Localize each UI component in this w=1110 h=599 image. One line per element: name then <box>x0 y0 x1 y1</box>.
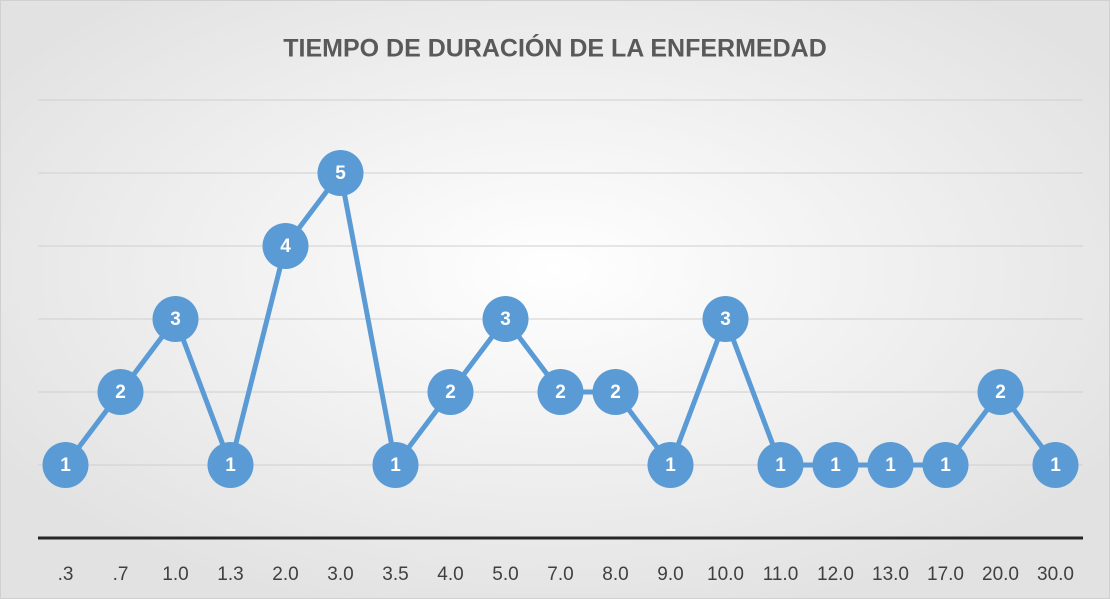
data-label: 1 <box>940 455 951 476</box>
marker <box>152 296 199 342</box>
data-label: 3 <box>720 309 731 330</box>
data-label: 2 <box>115 382 126 403</box>
x-tick-label: 2.0 <box>272 564 298 585</box>
marker <box>867 442 914 488</box>
marker <box>427 369 474 415</box>
x-tick-label: 5.0 <box>492 564 518 585</box>
x-tick-label: 30.0 <box>1037 564 1074 585</box>
marker <box>97 369 144 415</box>
data-label: 1 <box>885 455 896 476</box>
data-label: 2 <box>610 382 621 403</box>
data-label: 1 <box>225 455 236 476</box>
x-tick-label: 10.0 <box>707 564 744 585</box>
marker <box>482 296 529 342</box>
x-tick-label: 1.0 <box>162 564 188 585</box>
marker <box>42 442 89 488</box>
x-tick-label: 12.0 <box>817 564 854 585</box>
marker <box>207 442 254 488</box>
data-label: 1 <box>1050 455 1061 476</box>
x-tick-label: 11.0 <box>763 564 799 585</box>
data-label: 1 <box>390 455 401 476</box>
x-tick-label: 3.5 <box>382 564 408 585</box>
data-label: 2 <box>445 382 456 403</box>
x-tick-label: 7.0 <box>547 564 573 585</box>
x-tick-label: 4.0 <box>437 564 463 585</box>
marker <box>372 442 419 488</box>
marker <box>757 442 804 488</box>
x-tick-label: 13.0 <box>872 564 909 585</box>
data-label: 2 <box>995 382 1006 403</box>
data-label: 1 <box>60 455 71 476</box>
data-label: 1 <box>775 455 786 476</box>
marker <box>592 369 639 415</box>
data-label: 5 <box>335 163 346 184</box>
x-tick-label: .7 <box>113 564 129 585</box>
marker <box>812 442 859 488</box>
x-tick-label: 8.0 <box>602 564 628 585</box>
marker <box>922 442 969 488</box>
data-label: 1 <box>665 455 676 476</box>
data-label: 3 <box>500 309 511 330</box>
marker <box>647 442 694 488</box>
chart-title: TIEMPO DE DURACIÓN DE LA ENFERMEDAD <box>283 33 827 63</box>
x-tick-label: 1.3 <box>217 564 243 585</box>
data-label: 3 <box>170 309 181 330</box>
marker <box>702 296 749 342</box>
x-tick-label: 20.0 <box>982 564 1019 585</box>
marker <box>537 369 584 415</box>
x-tick-label: 17.0 <box>927 564 964 585</box>
data-label: 2 <box>555 382 566 403</box>
marker <box>1032 442 1079 488</box>
x-tick-label: .3 <box>58 564 74 585</box>
x-tick-label: 9.0 <box>657 564 683 585</box>
data-label: 1 <box>830 455 841 476</box>
marker <box>262 223 309 269</box>
marker <box>977 369 1024 415</box>
x-tick-label: 3.0 <box>327 564 353 585</box>
data-label: 4 <box>280 236 291 257</box>
marker <box>317 150 364 196</box>
